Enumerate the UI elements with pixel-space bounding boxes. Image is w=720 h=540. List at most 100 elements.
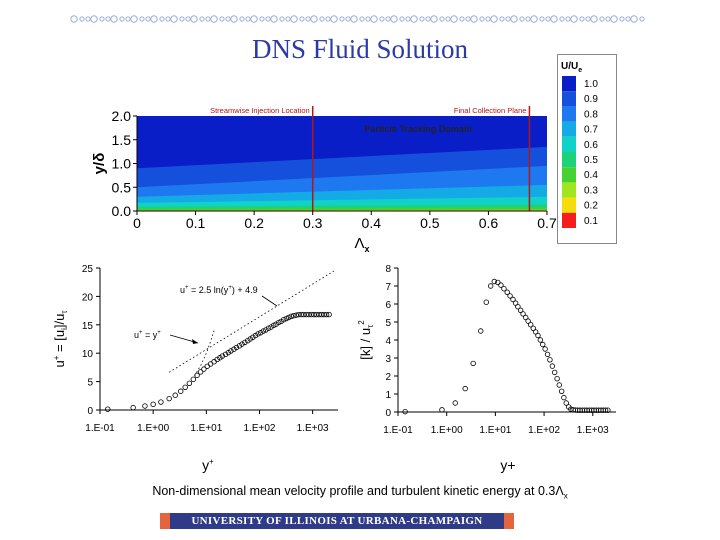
colorbar-level-label: 0.7 <box>584 125 598 136</box>
decorative-bubble <box>590 15 598 23</box>
decorative-bubble <box>350 15 358 23</box>
decorative-bubble <box>459 16 465 22</box>
decorative-bubble <box>285 16 291 22</box>
y-tick-label: 0.0 <box>112 203 132 219</box>
colorbar-level-label: 0.2 <box>584 201 598 212</box>
decorative-bubble <box>405 16 411 22</box>
colorbar-swatch <box>562 197 576 213</box>
data-point <box>510 296 516 303</box>
data-point <box>542 346 548 352</box>
x-tick-label: 1.E+03 <box>297 423 329 434</box>
colorbar-level-label: 0.8 <box>584 109 598 120</box>
data-point <box>452 400 458 406</box>
x-tick-label: 0.7 <box>537 215 557 231</box>
decorative-bubble <box>79 16 85 22</box>
decorative-bubble <box>99 16 105 22</box>
data-point <box>540 341 546 348</box>
decorative-bubble <box>330 15 338 23</box>
data-point <box>222 351 229 358</box>
y-tick-label: 0 <box>385 408 391 419</box>
data-point <box>105 406 111 412</box>
data-point <box>504 289 510 295</box>
log-law-arrow <box>261 295 278 307</box>
colorbar-swatch <box>562 212 576 228</box>
colorbar-swatch <box>562 152 576 168</box>
data-point <box>231 346 237 352</box>
data-point <box>523 314 529 321</box>
colorbar-swatch <box>562 182 576 198</box>
contour-axes: Streamwise Injection Location Final Colle… <box>91 106 557 252</box>
data-point <box>182 384 188 390</box>
decorative-bubble <box>465 16 471 22</box>
data-point <box>255 331 261 337</box>
data-point <box>532 329 539 335</box>
log-law-annotation: u+ = 2.5 ln(y+) + 4.9 <box>180 285 258 295</box>
decorative-bubble <box>539 16 545 22</box>
tke-profile-plot: 0 1 2 3 4 5 6 7 8 1.E-01 1.E+00 1.E+01 1.E+02 1.E+03 [… <box>358 264 616 473</box>
decorative-bubble <box>630 15 638 23</box>
decorative-bubble <box>145 16 151 22</box>
colorbar-level-label: 0.9 <box>584 94 598 105</box>
data-point <box>551 369 558 376</box>
decorative-bubble <box>530 15 538 23</box>
caption-subscript: x <box>563 491 568 501</box>
decorative-bubble <box>505 16 511 22</box>
data-point <box>501 286 507 292</box>
decorative-bubble <box>299 16 305 22</box>
data-point <box>130 404 136 411</box>
data-point <box>323 311 330 318</box>
data-point <box>211 359 217 365</box>
footer-accent-left <box>160 513 170 529</box>
data-point <box>544 351 551 358</box>
data-point <box>483 299 489 305</box>
decorative-bubble <box>625 16 631 22</box>
injection-label: Streamwise Injection Location <box>210 106 310 115</box>
data-point <box>554 375 560 382</box>
y-tick-label: 2 <box>385 372 391 383</box>
y-tick-label: 4 <box>385 336 391 347</box>
decorative-bubble <box>159 16 165 22</box>
decorative-bubble <box>119 16 125 22</box>
decorative-bubble <box>490 15 498 23</box>
decorative-bubble <box>250 15 258 23</box>
data-point <box>549 363 556 369</box>
caption-symbol: Λ <box>555 484 564 498</box>
colorbar-title: U/Ue <box>561 61 582 74</box>
x-tick-label: 0.1 <box>186 215 206 231</box>
data-point <box>462 385 468 392</box>
decorative-bubble <box>110 15 118 23</box>
decorative-bubble <box>270 15 278 23</box>
decorative-bubble <box>410 15 418 23</box>
decorative-bubble <box>639 16 645 22</box>
decorative-bubble <box>345 16 351 22</box>
decorative-bubble <box>319 16 325 22</box>
decorative-bubble <box>550 15 558 23</box>
data-point <box>214 356 220 363</box>
decorative-bubble <box>439 16 445 22</box>
data-point <box>228 348 234 354</box>
data-point <box>527 321 534 328</box>
linear-law-annotation: u+ = y+ <box>134 330 161 340</box>
decorative-bubble <box>219 16 225 22</box>
decorative-bubble <box>450 15 458 23</box>
data-point <box>166 395 172 402</box>
decorative-bubble <box>559 16 565 22</box>
data-point <box>515 304 521 310</box>
decorative-bubble <box>305 16 311 22</box>
colorbar-swatch <box>562 106 576 122</box>
decorative-bubble <box>390 15 398 23</box>
data-point <box>257 330 264 336</box>
colorbar-swatch <box>562 167 576 183</box>
decorative-bubble <box>70 15 78 23</box>
y-tick-label: 0 <box>87 406 93 417</box>
data-point <box>537 337 544 343</box>
decorative-bubble <box>610 15 618 23</box>
data-point <box>535 332 541 339</box>
decorative-bubble <box>445 16 451 22</box>
data-point <box>260 328 266 334</box>
x-axis-label: y+ <box>202 457 214 473</box>
data-point <box>520 311 526 317</box>
data-point <box>265 325 272 331</box>
decorative-bubble <box>239 16 245 22</box>
decorative-bubble <box>499 16 505 22</box>
